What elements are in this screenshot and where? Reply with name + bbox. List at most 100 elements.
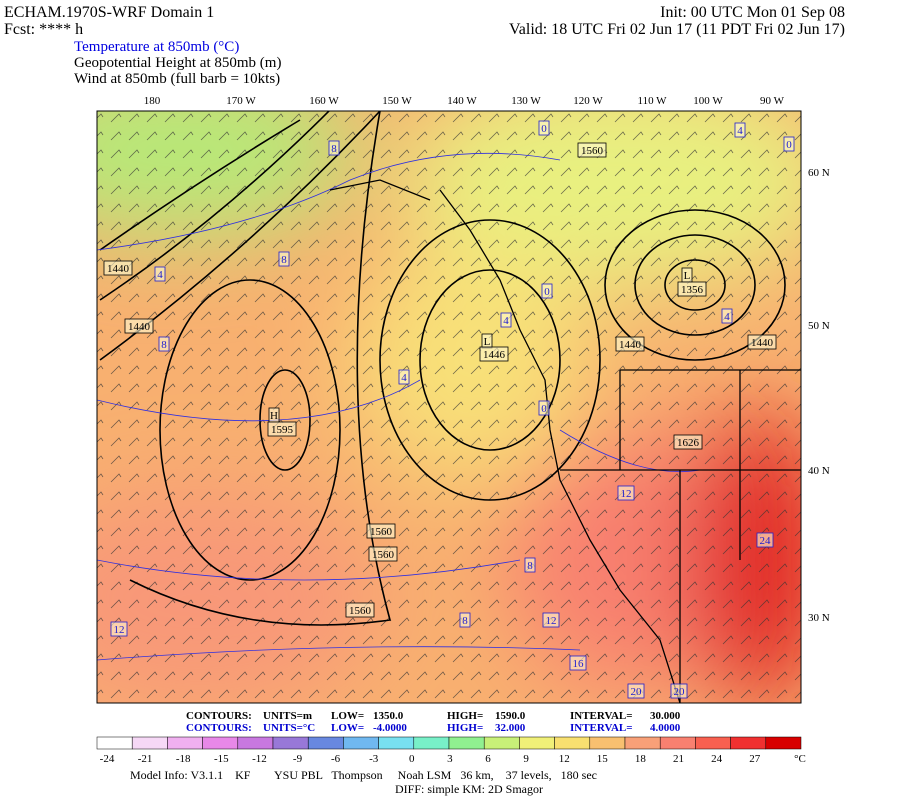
contour-label-box [278,251,290,267]
latitude-label: 60 N [808,167,830,179]
colorbar-label: 12 [559,753,570,765]
contour-info: UNITS=°C [263,722,315,734]
diff-info: DIFF: simple KM: 2D Smagor [395,782,543,796]
field-label: Wind at 850mb (full barb = 10kts) [74,71,280,87]
colorbar-swatch [131,736,168,750]
contour-label: 4 [737,125,743,137]
colorbar-swatch [413,736,450,750]
contour-info: 32.000 [495,722,526,734]
contour-label-box [366,523,396,539]
colorbar-label: 0 [409,753,415,765]
longitude-label: 150 W [382,95,412,107]
contour-info: -4.0000 [373,722,407,734]
colorbar-swatch [554,736,591,750]
contour-label: 4 [724,311,730,323]
model-title: ECHAM.1970S-WRF Domain 1 [4,4,214,21]
contour-label-box [110,621,128,637]
contour-label: 12 [621,488,632,500]
contour-label-box [617,485,635,501]
colorbar-label: -12 [252,753,267,765]
contour-label-box [154,266,166,282]
contour-label-box [398,369,410,385]
contour-label-box [158,336,170,352]
contour-label-box [577,142,607,158]
longitude-label: 180 [144,95,161,107]
contour-label-box [267,421,297,437]
contour-label: 24 [760,535,772,547]
contour-info: UNITS=m [263,710,312,722]
contour-label-box [569,655,587,671]
longitude-label: 100 W [693,95,723,107]
colorbar-label: 9 [523,753,529,765]
contour-info: LOW= [331,710,364,722]
contour-label-box [721,308,733,324]
latitude-label: 50 N [808,320,830,332]
contour-label-box [747,334,777,350]
colorbar-swatch [307,736,344,750]
contour-label: 1440 [619,339,642,351]
map-field [97,111,801,703]
colorbar-swatch [272,736,309,750]
contour-label-box [734,122,746,138]
colorbar-label: -18 [176,753,191,765]
colorbar-label: 24 [711,753,723,765]
colorbar-swatch [237,736,274,750]
colorbar-label: 18 [635,753,647,765]
colorbar-label: 6 [485,753,491,765]
contour-label: 1560 [370,526,393,538]
colorbar-swatch [519,736,555,750]
contour-label: L [484,336,491,348]
colorbar-swatch [483,736,520,750]
contour-info: HIGH= [447,722,483,734]
longitude-label: 110 W [637,95,667,107]
longitude-label: 170 W [226,95,256,107]
colorbar-swatch [448,736,485,750]
colorbar-swatch [624,736,661,750]
contour-label-box [670,683,688,699]
contour-label-box [103,260,133,276]
contour-label: L [684,270,691,282]
contour-label-box [538,400,550,416]
contour-label: 1560 [372,549,395,561]
contour-label-box [345,602,375,618]
contour-label-box [542,612,560,628]
contour-info: INTERVAL= [570,710,633,722]
contour-label-box [541,283,553,299]
contour-label: 0 [544,286,550,298]
contour-label-box [479,346,509,362]
longitude-label: 130 W [511,95,541,107]
longitude-label: 160 W [309,95,339,107]
contour-label-box [538,120,550,136]
contour-label-box [500,312,512,328]
contour-label-box [459,612,471,628]
contour-info: HIGH= [447,710,483,722]
contour-label: 0 [786,139,792,151]
forecast-hour: Fcst: **** h [4,21,83,38]
contour-label: 8 [281,254,287,266]
contour-label-box [368,546,398,562]
contour-label: 16 [573,658,585,670]
latitude-label: 30 N [808,612,830,624]
colorbar-label: 21 [673,753,684,765]
contour-label: 4 [157,269,163,281]
colorbar-label: 15 [597,753,609,765]
contour-label: 8 [527,560,533,572]
contour-label: 1560 [349,605,372,617]
colorbar-label: -24 [100,753,115,765]
contour-label-box [524,557,536,573]
contour-label: 0 [541,403,547,415]
contour-label-box [615,336,645,352]
contour-info: 4.0000 [650,722,681,734]
contour-label: 1440 [107,263,130,275]
contour-label: 1446 [483,349,506,361]
latitude-label: 40 N [808,465,830,477]
valid-time: Valid: 18 UTC Fri 02 Jun 17 (11 PDT Fri … [509,21,845,38]
contour-info: INTERVAL= [570,722,633,734]
colorbar-label: -3 [369,753,379,765]
colorbar-swatch [167,736,203,750]
contour-label: 20 [674,686,686,698]
contour-label-box [627,683,645,699]
colorbar-label: -21 [138,753,153,765]
colorbar-swatch [96,736,133,750]
